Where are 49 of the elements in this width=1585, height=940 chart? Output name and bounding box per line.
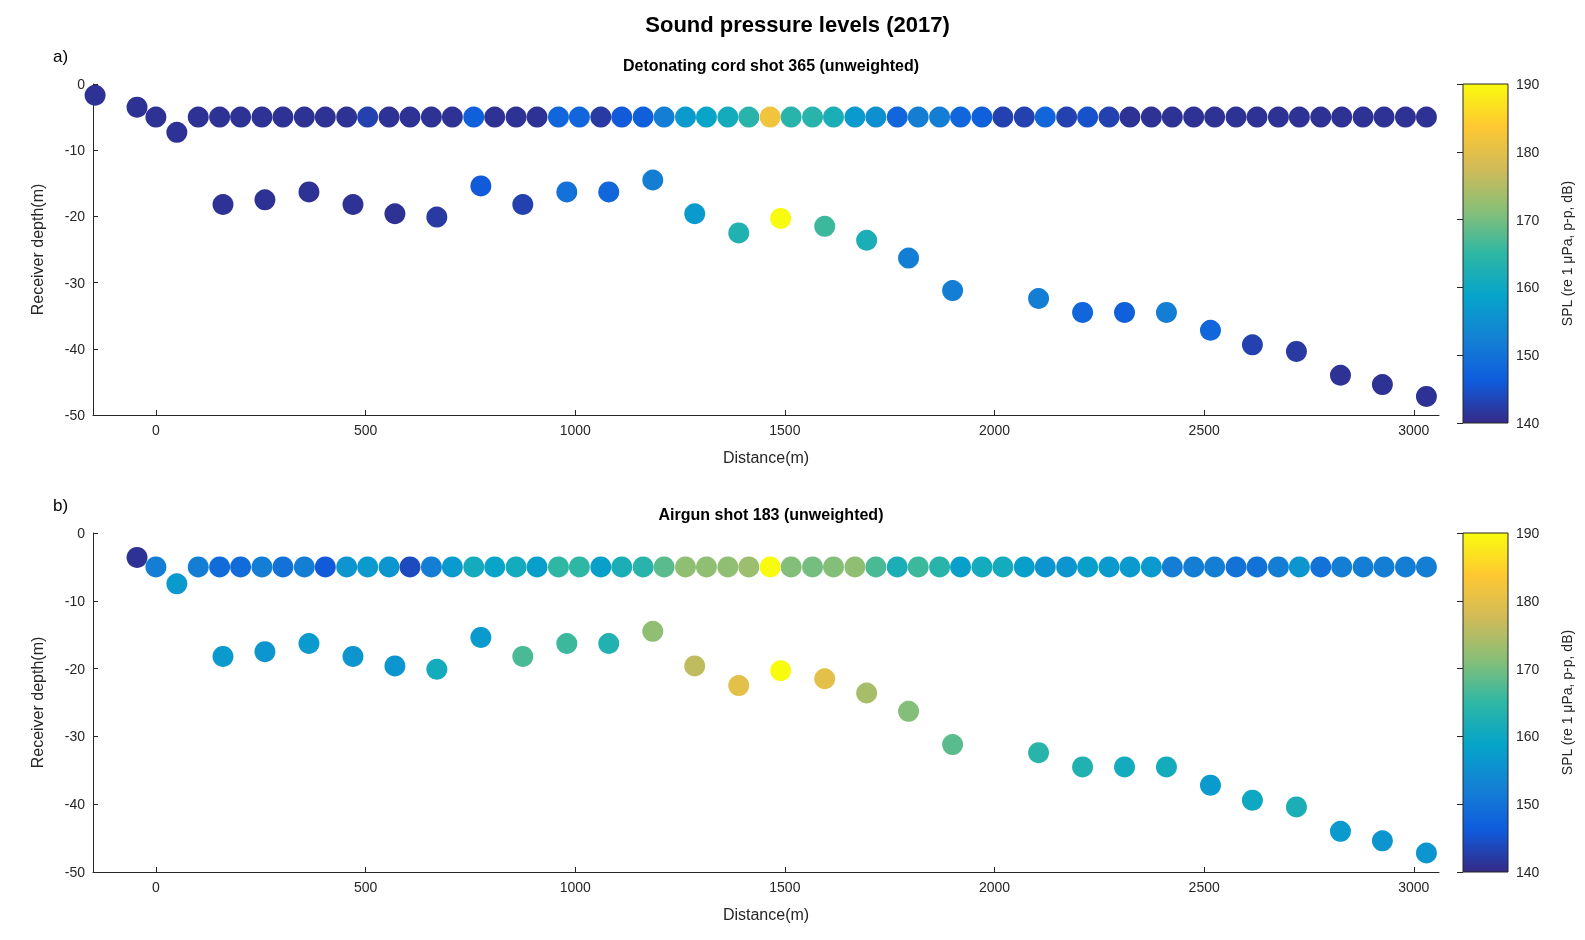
x-tick-label: 0 (152, 422, 160, 438)
y-tick-label: -20 (64, 208, 86, 225)
chart-subtitle: Airgun shot 183 (unweighted) (658, 505, 884, 523)
y-tick-label: -50 (64, 864, 86, 880)
y-tick-label: 0 (77, 525, 86, 541)
x-axis-title: Distance(m) (722, 905, 810, 923)
chart-title: Sound pressure levels (2017) (645, 11, 950, 37)
y-tick-label: -10 (64, 592, 86, 609)
y-tick-label: 0 (77, 76, 86, 92)
color-bar-label: 170 (1516, 660, 1540, 677)
x-tick-label: 0 (152, 879, 160, 895)
color-bar-label: 190 (1516, 525, 1540, 541)
x-tick-label: 2000 (978, 879, 1011, 895)
text: b) (53, 496, 69, 515)
y-tick-label: -40 (64, 340, 86, 357)
color-bar-title: SPL (re 1 μPa, p-p, dB) (1559, 629, 1575, 776)
color-bar-label: 180 (1516, 592, 1540, 609)
x-tick-label: 2500 (1188, 422, 1220, 438)
x-tick-label: 500 (353, 422, 378, 438)
color-bar-label: 150 (1516, 347, 1540, 364)
y-axis-title: Receiver depth(m) (28, 183, 46, 316)
x-tick-label: 1000 (559, 422, 591, 438)
x-axis-title: Distance(m) (722, 448, 810, 466)
chart-subtitle: Detonating cord shot 365 (unweighted) (622, 56, 920, 74)
color-bar-label: 180 (1516, 143, 1540, 160)
color-bar-title: SPL (re 1 μPa, p-p, dB) (1559, 180, 1575, 327)
color-bar-label: 160 (1516, 728, 1540, 745)
x-tick-label: 3000 (1398, 879, 1430, 895)
x-tick-label: 500 (353, 879, 378, 895)
y-tick-label: -20 (64, 660, 86, 677)
y-tick-label: -50 (64, 407, 86, 423)
x-tick-label: 1500 (769, 879, 801, 895)
x-tick-label: 1000 (559, 879, 591, 895)
x-tick-label: 1500 (769, 422, 801, 438)
x-tick-label: 2000 (978, 422, 1011, 438)
color-bar-label: 150 (1516, 796, 1540, 813)
color-bar-label: 190 (1516, 76, 1540, 92)
y-tick-label: -30 (64, 274, 86, 291)
x-tick-label: 2500 (1188, 879, 1220, 895)
text: a) (53, 47, 69, 66)
color-bar-label: 140 (1516, 415, 1540, 431)
y-tick-label: -10 (64, 142, 86, 159)
y-tick-label: -40 (64, 796, 86, 813)
y-tick-label: -30 (64, 728, 86, 745)
x-tick-label: 3000 (1398, 422, 1430, 438)
color-bar-label: 160 (1516, 279, 1540, 296)
color-bar-label: 140 (1516, 864, 1540, 880)
y-axis-title: Receiver depth(m) (28, 636, 46, 769)
color-bar-label: 170 (1516, 211, 1540, 228)
